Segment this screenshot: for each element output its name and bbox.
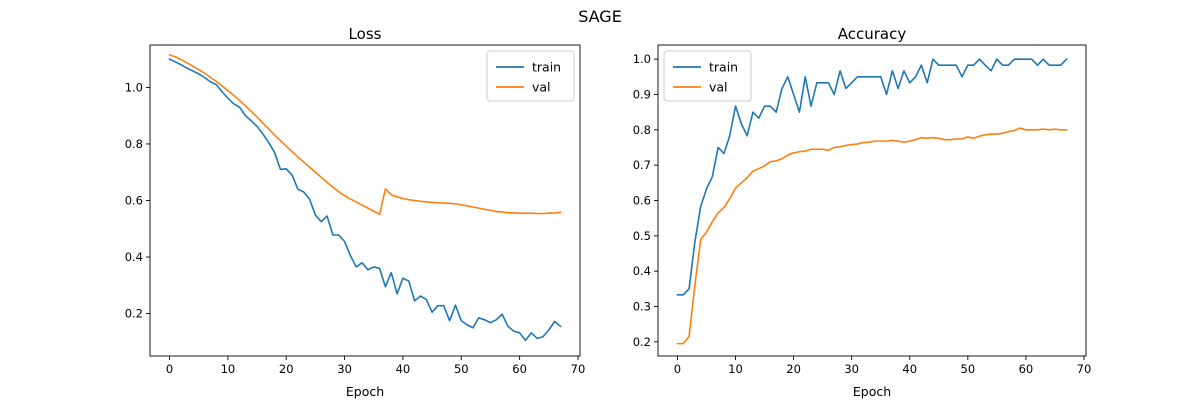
x-tick-label: 40 xyxy=(902,362,917,376)
legend-label-val: val xyxy=(532,80,551,95)
y-tick-label: 1.0 xyxy=(125,80,143,94)
y-tick-label: 0.8 xyxy=(125,137,143,151)
accuracy-chart: Accuracy 0 10 20 30 40 50 60 70 0.2 0.3 0.4 0.5 0.6 0.… xyxy=(633,25,1092,399)
legend-label-train: train xyxy=(709,60,738,75)
x-axis-label: Epoch xyxy=(853,384,891,399)
y-tick-label: 0.9 xyxy=(633,87,651,101)
x-tick-label: 0 xyxy=(674,362,681,376)
figure-title: SAGE xyxy=(578,7,622,26)
x-axis-label: Epoch xyxy=(346,384,384,399)
legend-label-train: train xyxy=(532,60,561,75)
series-line-val xyxy=(168,53,562,216)
series-line-train xyxy=(676,58,1068,296)
y-tick-label: 0.4 xyxy=(125,250,143,264)
x-tick-label: 30 xyxy=(844,362,859,376)
y-tick-label: 0.2 xyxy=(125,307,143,321)
x-tick-label: 10 xyxy=(728,362,743,376)
y-tick-label: 1.0 xyxy=(633,52,651,66)
y-tick-label: 0.5 xyxy=(633,229,651,243)
x-tick-label: 60 xyxy=(1019,362,1034,376)
y-tick-label: 0.7 xyxy=(633,158,651,172)
x-tick-label: 60 xyxy=(512,362,527,376)
y-tick-label: 0.6 xyxy=(633,194,651,208)
legend: train val xyxy=(663,50,752,102)
legend: train val xyxy=(486,50,575,102)
x-tick-label: 70 xyxy=(571,362,586,376)
loss-chart: Loss 0 10 20 30 40 50 60 70 0.2 0.4 0.6 0.8 1.0 Epoch t… xyxy=(125,25,586,399)
x-tick-label: 20 xyxy=(786,362,801,376)
x-tick-label: 20 xyxy=(279,362,294,376)
chart-title: Loss xyxy=(349,25,382,43)
y-tick-label: 0.8 xyxy=(633,123,651,137)
y-tick-label: 0.6 xyxy=(125,194,143,208)
x-tick-label: 30 xyxy=(337,362,352,376)
y-tick-label: 0.2 xyxy=(633,335,651,349)
x-tick-label: 70 xyxy=(1077,362,1092,376)
y-tick-label: 0.4 xyxy=(633,264,651,278)
chart-title: Accuracy xyxy=(838,25,907,43)
x-tick-label: 50 xyxy=(454,362,469,376)
x-tick-label: 10 xyxy=(221,362,236,376)
y-tick-label: 0.3 xyxy=(633,300,651,314)
legend-box xyxy=(663,50,752,102)
x-tick-label: 40 xyxy=(396,362,411,376)
x-tick-label: 0 xyxy=(166,362,173,376)
legend-label-val: val xyxy=(709,80,728,95)
x-tick-label: 50 xyxy=(961,362,976,376)
series-line-val xyxy=(676,127,1068,345)
legend-box xyxy=(486,50,575,102)
series-line-train xyxy=(168,58,562,342)
